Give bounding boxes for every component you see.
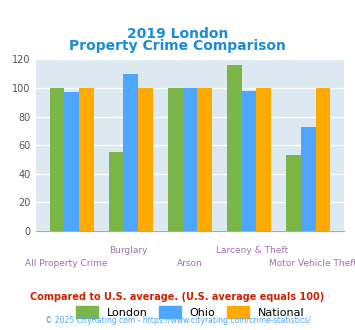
- Text: © 2025 CityRating.com - https://www.cityrating.com/crime-statistics/: © 2025 CityRating.com - https://www.city…: [45, 315, 310, 325]
- Text: Larceny & Theft: Larceny & Theft: [215, 246, 288, 255]
- Bar: [197, 88, 212, 231]
- Bar: [109, 152, 124, 231]
- Text: Compared to U.S. average. (U.S. average equals 100): Compared to U.S. average. (U.S. average …: [31, 292, 324, 302]
- Text: Burglary: Burglary: [109, 246, 147, 255]
- Bar: [256, 88, 271, 231]
- Text: 2019 London: 2019 London: [127, 27, 228, 41]
- Bar: [286, 155, 301, 231]
- Bar: [50, 88, 64, 231]
- Text: Property Crime Comparison: Property Crime Comparison: [69, 39, 286, 53]
- Legend: London, Ohio, National: London, Ohio, National: [71, 302, 309, 322]
- Bar: [124, 74, 138, 231]
- Bar: [301, 127, 316, 231]
- Text: Motor Vehicle Theft: Motor Vehicle Theft: [269, 259, 355, 268]
- Bar: [64, 92, 79, 231]
- Bar: [227, 65, 242, 231]
- Bar: [79, 88, 94, 231]
- Bar: [182, 88, 197, 231]
- Bar: [138, 88, 153, 231]
- Text: Arson: Arson: [177, 259, 203, 268]
- Bar: [242, 91, 256, 231]
- Bar: [168, 88, 182, 231]
- Text: All Property Crime: All Property Crime: [25, 259, 108, 268]
- Bar: [316, 88, 330, 231]
